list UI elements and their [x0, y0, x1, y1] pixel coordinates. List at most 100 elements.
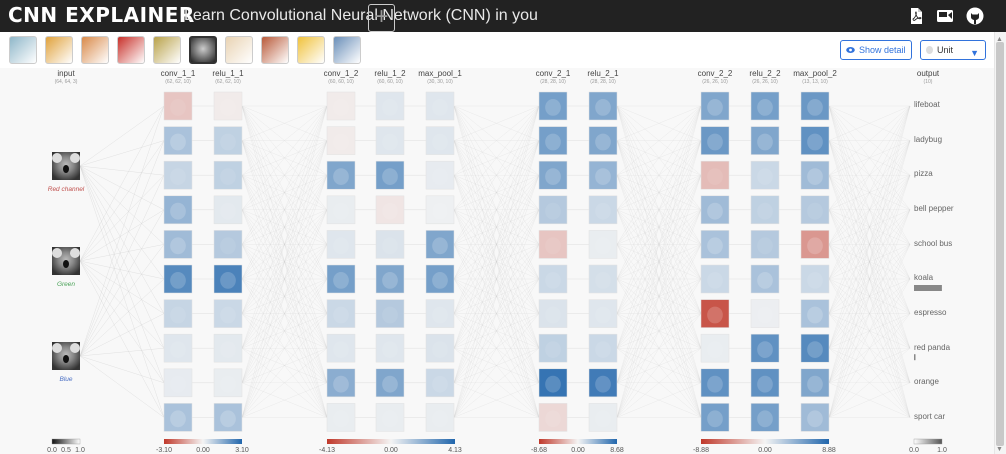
- feature-map[interactable]: [538, 368, 568, 398]
- add-image-button[interactable]: +: [368, 4, 395, 32]
- scrollbar-thumb[interactable]: [996, 42, 1004, 446]
- feature-map[interactable]: [700, 91, 730, 121]
- video-icon[interactable]: [936, 7, 954, 25]
- feature-map[interactable]: [800, 230, 830, 259]
- feature-map[interactable]: [750, 403, 780, 432]
- feature-map[interactable]: [800, 264, 830, 294]
- class-koala[interactable]: koala: [914, 273, 934, 282]
- feature-map[interactable]: [425, 333, 455, 363]
- class-school-bus[interactable]: school bus: [914, 239, 952, 248]
- feature-map[interactable]: [425, 126, 455, 155]
- feature-map[interactable]: [326, 126, 356, 155]
- class-sport-car[interactable]: sport car: [914, 412, 945, 421]
- class-ladybug[interactable]: ladybug: [914, 135, 942, 144]
- class-red-panda[interactable]: red panda: [914, 343, 951, 352]
- feature-map[interactable]: [700, 230, 730, 259]
- feature-map[interactable]: [700, 195, 730, 225]
- feature-map[interactable]: [213, 403, 243, 432]
- feature-map[interactable]: [326, 403, 356, 432]
- app-logo[interactable]: CNN EXPLAINER: [8, 3, 195, 27]
- feature-map[interactable]: [326, 160, 356, 190]
- feature-map[interactable]: [163, 91, 193, 121]
- feature-map[interactable]: [213, 126, 243, 155]
- feature-map[interactable]: [163, 160, 193, 190]
- feature-map[interactable]: [588, 299, 618, 328]
- feature-map[interactable]: [588, 160, 618, 190]
- feature-map[interactable]: [588, 403, 618, 432]
- feature-map[interactable]: [800, 160, 830, 190]
- feature-map[interactable]: [326, 299, 356, 328]
- class-bell-pepper[interactable]: bell pepper: [914, 204, 954, 213]
- feature-map[interactable]: [163, 230, 193, 259]
- feature-map[interactable]: [750, 333, 780, 363]
- feature-map[interactable]: [375, 91, 405, 121]
- feature-map[interactable]: [375, 368, 405, 398]
- feature-map[interactable]: [425, 264, 455, 294]
- feature-map[interactable]: [538, 403, 568, 432]
- feature-map[interactable]: [425, 160, 455, 190]
- feature-map[interactable]: [213, 368, 243, 398]
- feature-map[interactable]: [750, 230, 780, 259]
- input-channel-image[interactable]: [52, 342, 80, 370]
- feature-map[interactable]: [326, 368, 356, 398]
- feature-map[interactable]: [163, 403, 193, 432]
- pdf-icon[interactable]: [907, 7, 925, 25]
- feature-map[interactable]: [588, 195, 618, 225]
- thumb-4[interactable]: [117, 36, 145, 64]
- thumb-koala[interactable]: [189, 36, 217, 64]
- feature-map[interactable]: [538, 264, 568, 294]
- feature-map[interactable]: [588, 333, 618, 363]
- feature-map[interactable]: [375, 264, 405, 294]
- show-detail-button[interactable]: Show detail: [840, 40, 912, 60]
- feature-map[interactable]: [800, 299, 830, 328]
- feature-map[interactable]: [375, 403, 405, 432]
- feature-map[interactable]: [425, 91, 455, 121]
- class-lifeboat[interactable]: lifeboat: [914, 100, 941, 109]
- feature-map[interactable]: [750, 368, 780, 398]
- feature-map[interactable]: [750, 195, 780, 225]
- feature-map[interactable]: [213, 230, 243, 259]
- feature-map[interactable]: [750, 126, 780, 155]
- thumb-8[interactable]: [261, 36, 289, 64]
- thumb-7[interactable]: [225, 36, 253, 64]
- feature-map[interactable]: [700, 126, 730, 155]
- feature-map[interactable]: [375, 195, 405, 225]
- thumb-5[interactable]: [153, 36, 181, 64]
- unit-select[interactable]: Unit ▼: [920, 40, 986, 60]
- feature-map[interactable]: [326, 230, 356, 259]
- thumb-10[interactable]: [333, 36, 361, 64]
- feature-map[interactable]: [213, 264, 243, 294]
- feature-map[interactable]: [588, 126, 618, 155]
- feature-map[interactable]: [425, 195, 455, 225]
- feature-map[interactable]: [800, 333, 830, 363]
- feature-map[interactable]: [700, 160, 730, 190]
- feature-map[interactable]: [425, 299, 455, 328]
- feature-map[interactable]: [800, 403, 830, 432]
- thumb-9[interactable]: [297, 36, 325, 64]
- feature-map[interactable]: [700, 264, 730, 294]
- feature-map[interactable]: [538, 195, 568, 225]
- feature-map[interactable]: [375, 230, 405, 259]
- feature-map[interactable]: [538, 299, 568, 328]
- feature-map[interactable]: [213, 160, 243, 190]
- feature-map[interactable]: [163, 195, 193, 225]
- feature-map[interactable]: [700, 299, 730, 328]
- feature-map[interactable]: [538, 126, 568, 155]
- feature-map[interactable]: [750, 299, 780, 328]
- feature-map[interactable]: [375, 333, 405, 363]
- feature-map[interactable]: [588, 230, 618, 259]
- thumb-2[interactable]: [45, 36, 73, 64]
- feature-map[interactable]: [375, 126, 405, 155]
- feature-map[interactable]: [700, 403, 730, 432]
- input-channel-image[interactable]: [52, 247, 80, 275]
- feature-map[interactable]: [213, 195, 243, 225]
- thumb-3[interactable]: [81, 36, 109, 64]
- feature-map[interactable]: [800, 195, 830, 225]
- feature-map[interactable]: [800, 91, 830, 121]
- feature-map[interactable]: [425, 230, 455, 259]
- feature-map[interactable]: [163, 264, 193, 294]
- github-icon[interactable]: [966, 7, 984, 25]
- feature-map[interactable]: [375, 160, 405, 190]
- feature-map[interactable]: [800, 126, 830, 155]
- feature-map[interactable]: [375, 299, 405, 328]
